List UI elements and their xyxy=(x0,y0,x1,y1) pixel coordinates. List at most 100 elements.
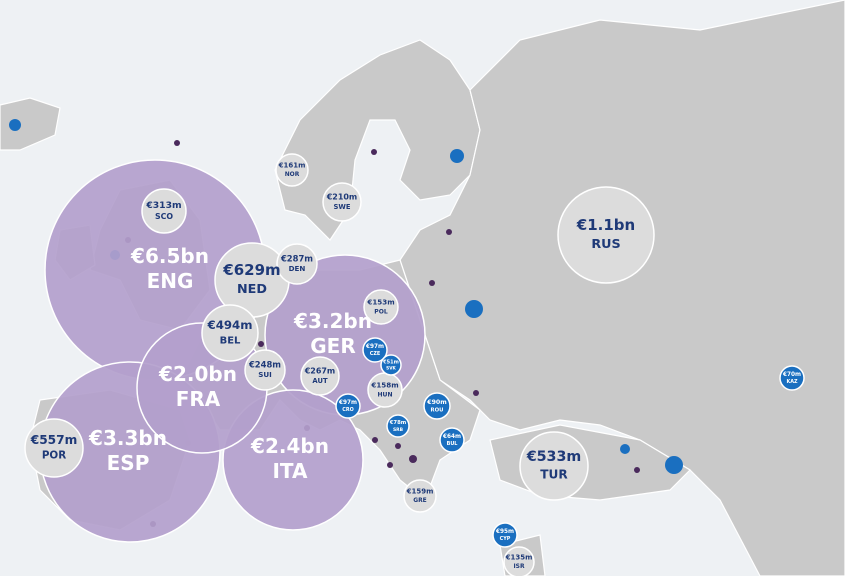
bubble-label: €95m xyxy=(495,529,514,535)
bubble-label: €97m xyxy=(365,344,384,350)
bubble-code: ROU xyxy=(431,407,444,413)
bubble-code: HUN xyxy=(377,391,392,398)
bubble xyxy=(24,418,84,478)
dot xyxy=(450,149,464,163)
bubble xyxy=(222,389,364,531)
dot xyxy=(473,390,479,396)
bubble-label: €533m xyxy=(526,449,582,465)
bubble-code: CRO xyxy=(342,407,353,413)
bubble xyxy=(403,479,437,513)
bubble xyxy=(201,304,259,362)
bubble xyxy=(362,337,388,363)
bubble xyxy=(276,243,318,285)
bubble-code: BUL xyxy=(447,441,458,447)
bubble-code: FRA xyxy=(176,387,221,411)
bubble-label: €78m xyxy=(389,420,407,426)
dot xyxy=(371,149,377,155)
bubble-code: GER xyxy=(310,334,355,358)
dot xyxy=(429,280,435,286)
bubble-label: €158m xyxy=(370,381,398,390)
dot xyxy=(634,467,640,473)
iceland xyxy=(0,97,61,151)
dot xyxy=(465,300,483,318)
bubble xyxy=(779,365,805,391)
bubble-label: €494m xyxy=(207,318,253,332)
bubble-label: €64m xyxy=(442,434,461,440)
bubble-label: €3.3bn xyxy=(88,426,167,450)
dot xyxy=(665,456,683,474)
bubble-code: SUI xyxy=(258,370,272,379)
bubble-code: RUS xyxy=(591,237,620,252)
bubble-label: €629m xyxy=(222,261,280,279)
bubble-code: AUT xyxy=(312,377,328,385)
bubble xyxy=(386,414,410,438)
bubble-code: ESP xyxy=(107,451,150,475)
bubble-label: €313m xyxy=(145,200,181,211)
dot xyxy=(258,341,264,347)
bubble xyxy=(367,372,403,408)
bubble-label: €6.5bn xyxy=(130,244,209,268)
bubble-label: €287m xyxy=(280,253,313,263)
bubble-label: €3.2bn xyxy=(293,309,372,333)
bubble-code: NOR xyxy=(285,171,300,178)
east xyxy=(399,0,845,576)
bubble-code: GRE xyxy=(413,497,427,504)
bubble-label: €161m xyxy=(278,162,306,170)
bubble xyxy=(300,356,340,396)
bubble-label: €159m xyxy=(406,488,434,496)
bubble-label: €90m xyxy=(426,399,447,406)
bubble-label: €267m xyxy=(304,367,335,376)
bubble-label: €135m xyxy=(505,554,533,562)
bubble-label: €557m xyxy=(30,433,78,447)
bubble-label: €1.1bn xyxy=(576,216,635,234)
bubble xyxy=(335,393,361,419)
bubble-label: €153m xyxy=(366,298,394,307)
bubble-label: €2.0bn xyxy=(158,362,237,386)
bubble-code: BEL xyxy=(220,335,241,346)
bubble-label: €2.4bn xyxy=(250,434,329,458)
bubble xyxy=(492,522,518,548)
bubble xyxy=(141,188,187,234)
bubble-code: SRB xyxy=(393,427,404,433)
bubble-code: POR xyxy=(42,450,66,462)
bubble-code: ITA xyxy=(272,459,308,483)
dot xyxy=(9,119,21,131)
bubble-label: €97m xyxy=(338,400,357,406)
bubble xyxy=(275,153,309,187)
bubble-label: €248m xyxy=(248,359,281,369)
bubble-code: ISR xyxy=(513,563,524,570)
dot xyxy=(372,437,378,443)
dot xyxy=(387,462,393,468)
dot xyxy=(395,443,401,449)
dot xyxy=(446,229,452,235)
bubble-code: ENG xyxy=(147,269,194,293)
bubble-label: €70m xyxy=(782,372,801,378)
bubble xyxy=(423,392,451,420)
bubble-code: SCO xyxy=(155,212,173,221)
bubble-code: CYP xyxy=(500,536,511,542)
dot xyxy=(409,455,417,463)
bubble-label: €210m xyxy=(326,193,357,202)
bubble-code: POL xyxy=(374,308,388,315)
bubble xyxy=(322,182,362,222)
bubble-code: KAZ xyxy=(786,379,798,385)
bubble xyxy=(503,546,535,576)
bubble xyxy=(439,427,465,453)
bubble-code: NED xyxy=(237,282,267,297)
dot xyxy=(174,140,180,146)
scandinavia xyxy=(274,39,481,241)
bubble-code: CZE xyxy=(370,351,380,357)
bubble xyxy=(380,354,402,376)
bubble-code: DEN xyxy=(289,264,306,273)
bubble xyxy=(244,349,286,391)
bubble-code: SWE xyxy=(334,203,351,211)
bubble xyxy=(557,186,655,284)
bubble xyxy=(363,289,399,325)
dot xyxy=(620,444,630,454)
bubble-code: SVK xyxy=(386,366,396,372)
bubble xyxy=(519,431,589,501)
bubble-label: €51m xyxy=(382,359,399,365)
